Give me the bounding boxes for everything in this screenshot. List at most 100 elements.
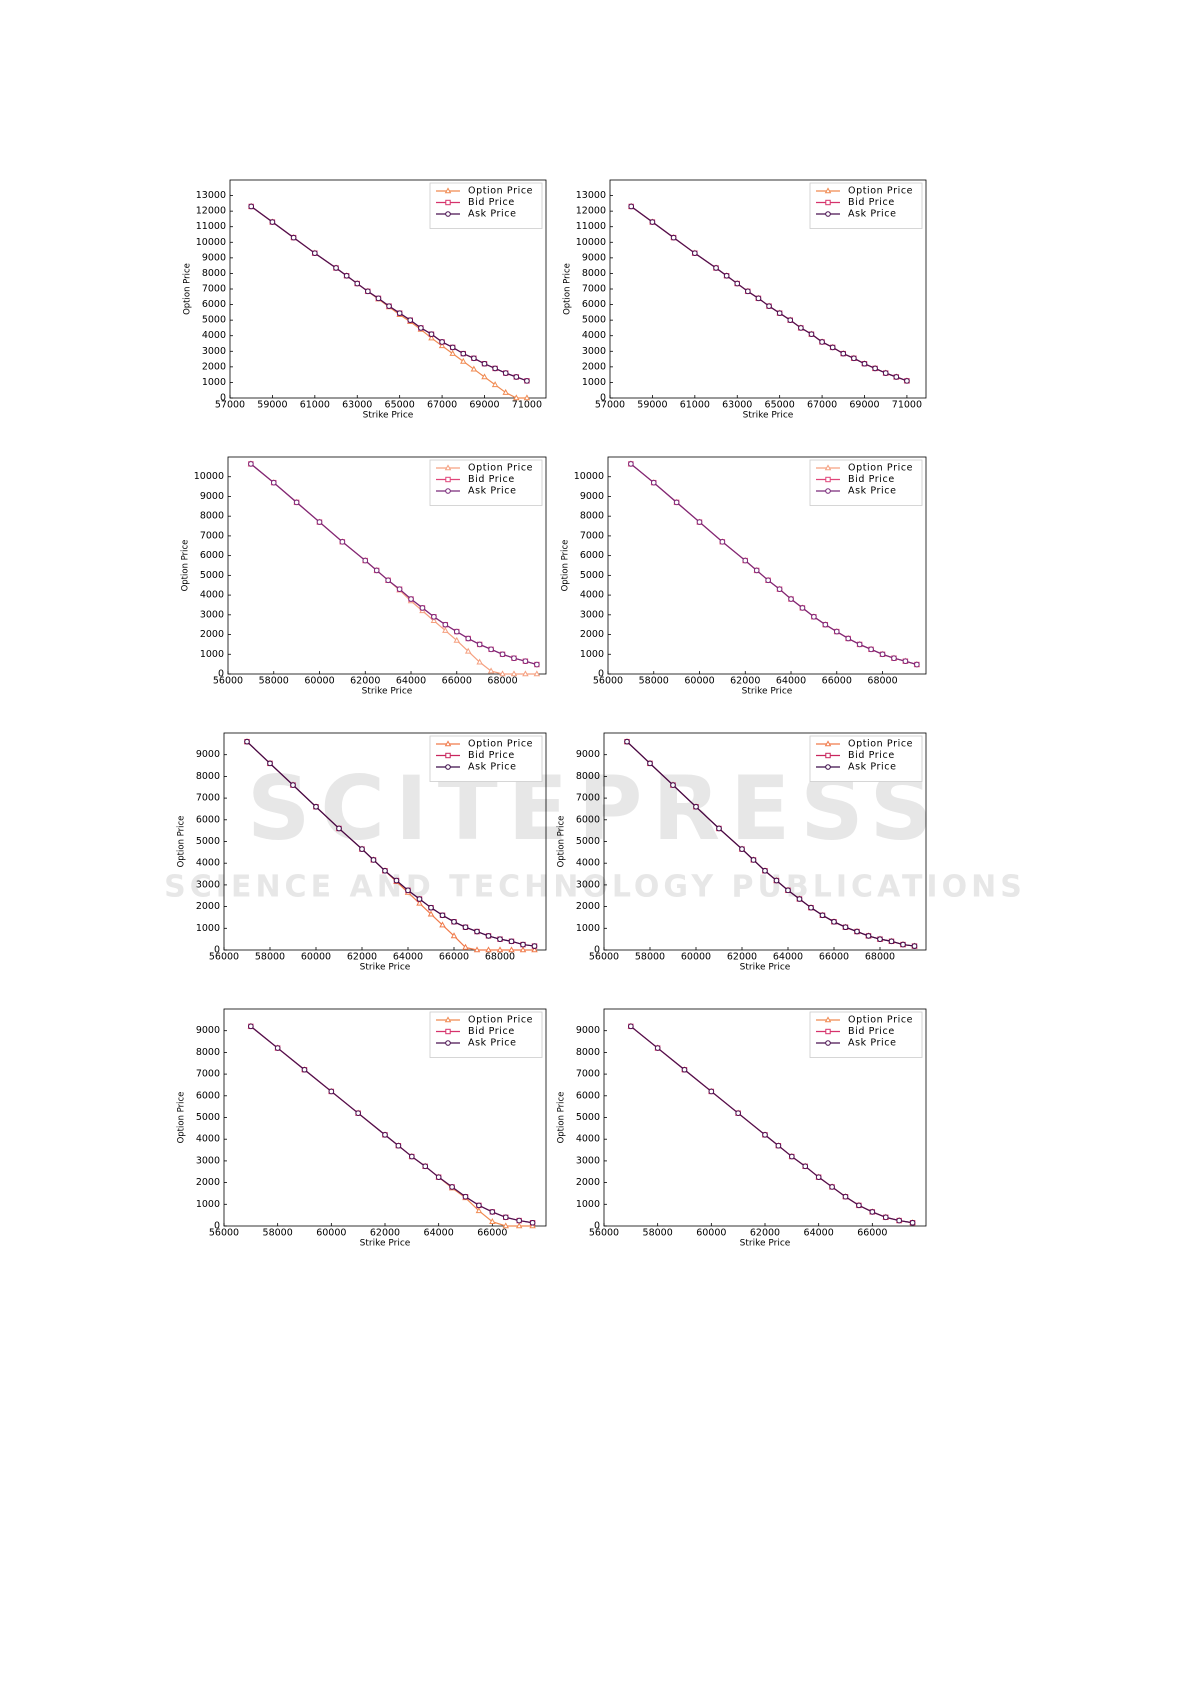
y-tick-label: 7000 bbox=[576, 1069, 600, 1080]
marker bbox=[531, 946, 538, 953]
x-tick-label: 64000 bbox=[396, 676, 426, 687]
marker bbox=[513, 374, 520, 380]
marker bbox=[787, 317, 794, 323]
x-tick-label: 62000 bbox=[350, 676, 380, 687]
marker bbox=[393, 877, 400, 884]
x-tick-label: 68000 bbox=[485, 952, 515, 963]
x-tick-label: 60000 bbox=[684, 676, 714, 687]
y-tick-label: 1000 bbox=[582, 377, 606, 388]
marker bbox=[365, 288, 371, 295]
x-tick-label: 57000 bbox=[215, 400, 245, 411]
marker bbox=[476, 641, 483, 648]
y-tick-label: 5000 bbox=[580, 570, 604, 581]
x-tick-label: 58000 bbox=[635, 952, 665, 963]
x-tick-label: 64000 bbox=[393, 952, 423, 963]
marker bbox=[312, 250, 318, 256]
marker bbox=[435, 1174, 442, 1180]
marker bbox=[762, 1132, 768, 1138]
x-tick-label: 68000 bbox=[487, 676, 517, 687]
marker bbox=[462, 1193, 469, 1200]
x-axis-label: Strike Price bbox=[362, 687, 413, 697]
marker bbox=[628, 1023, 634, 1030]
marker bbox=[824, 1016, 832, 1023]
y-tick-label: 10000 bbox=[574, 471, 604, 482]
x-tick-label: 62000 bbox=[727, 952, 757, 963]
marker bbox=[896, 1217, 902, 1224]
marker bbox=[522, 658, 529, 664]
marker bbox=[513, 394, 520, 401]
x-tick-label: 60000 bbox=[316, 1228, 346, 1239]
marker bbox=[765, 577, 771, 584]
legend-label: Option Price bbox=[468, 739, 533, 750]
marker bbox=[428, 331, 435, 337]
marker bbox=[419, 605, 426, 611]
x-tick-label: 60000 bbox=[681, 952, 711, 963]
chart: 56000 58000 60000 62000 64000 66000 68000 0 1000… bbox=[561, 456, 927, 697]
marker bbox=[516, 1217, 522, 1224]
x-tick-label: 69000 bbox=[849, 400, 879, 411]
marker bbox=[529, 1222, 536, 1229]
marker bbox=[267, 760, 273, 767]
y-tick-label: 1000 bbox=[202, 377, 226, 388]
x-tick-label: 60000 bbox=[304, 676, 334, 687]
marker bbox=[808, 331, 815, 337]
marker bbox=[449, 349, 456, 356]
y-tick-label: 3000 bbox=[200, 609, 224, 620]
marker bbox=[845, 635, 852, 642]
marker bbox=[819, 912, 826, 919]
x-tick-label: 56000 bbox=[209, 952, 239, 963]
marker bbox=[449, 344, 456, 351]
y-tick-label: 9000 bbox=[200, 491, 224, 502]
marker bbox=[670, 782, 676, 788]
legend-label: Option Price bbox=[468, 463, 533, 474]
y-tick-label: 7000 bbox=[576, 793, 600, 804]
marker bbox=[442, 621, 449, 628]
marker bbox=[439, 912, 446, 919]
x-tick-label: 67000 bbox=[427, 400, 457, 411]
marker bbox=[624, 738, 630, 745]
y-tick-label: 10000 bbox=[194, 471, 224, 482]
legend-label: Ask Price bbox=[468, 486, 517, 497]
marker bbox=[511, 655, 517, 662]
y-axis-label: Option Price bbox=[563, 263, 573, 315]
marker bbox=[373, 567, 380, 574]
marker bbox=[502, 370, 509, 376]
marker bbox=[902, 658, 909, 664]
y-tick-label: 3000 bbox=[576, 1155, 600, 1166]
marker bbox=[445, 199, 451, 206]
marker bbox=[442, 626, 449, 633]
y-tick-label: 2000 bbox=[582, 361, 606, 372]
chart: 57000 59000 61000 63000 65000 67000 69000 71000… bbox=[563, 179, 927, 421]
marker bbox=[407, 317, 414, 323]
marker bbox=[531, 943, 538, 949]
marker bbox=[719, 539, 726, 545]
marker bbox=[445, 764, 451, 770]
marker bbox=[533, 670, 541, 677]
marker bbox=[444, 740, 452, 747]
x-tick-label: 56000 bbox=[589, 952, 619, 963]
marker bbox=[789, 1153, 795, 1160]
marker bbox=[856, 641, 863, 648]
legend-label: Ask Price bbox=[848, 209, 897, 220]
marker bbox=[497, 936, 503, 942]
marker bbox=[290, 234, 297, 241]
marker bbox=[485, 946, 492, 953]
marker bbox=[445, 488, 451, 494]
marker bbox=[359, 846, 365, 852]
marker bbox=[464, 647, 472, 654]
y-tick-label: 1000 bbox=[200, 649, 224, 660]
marker bbox=[354, 280, 361, 287]
marker bbox=[449, 1184, 455, 1190]
marker bbox=[375, 295, 382, 302]
marker bbox=[499, 651, 506, 658]
y-tick-label: 0 bbox=[594, 945, 600, 956]
marker bbox=[829, 344, 836, 351]
marker bbox=[534, 661, 540, 668]
x-tick-label: 65000 bbox=[385, 400, 415, 411]
marker bbox=[696, 519, 703, 525]
y-tick-label: 0 bbox=[214, 945, 220, 956]
marker bbox=[825, 752, 831, 759]
y-tick-label: 5000 bbox=[582, 315, 606, 326]
y-tick-label: 9000 bbox=[576, 1025, 600, 1036]
marker bbox=[293, 499, 300, 506]
